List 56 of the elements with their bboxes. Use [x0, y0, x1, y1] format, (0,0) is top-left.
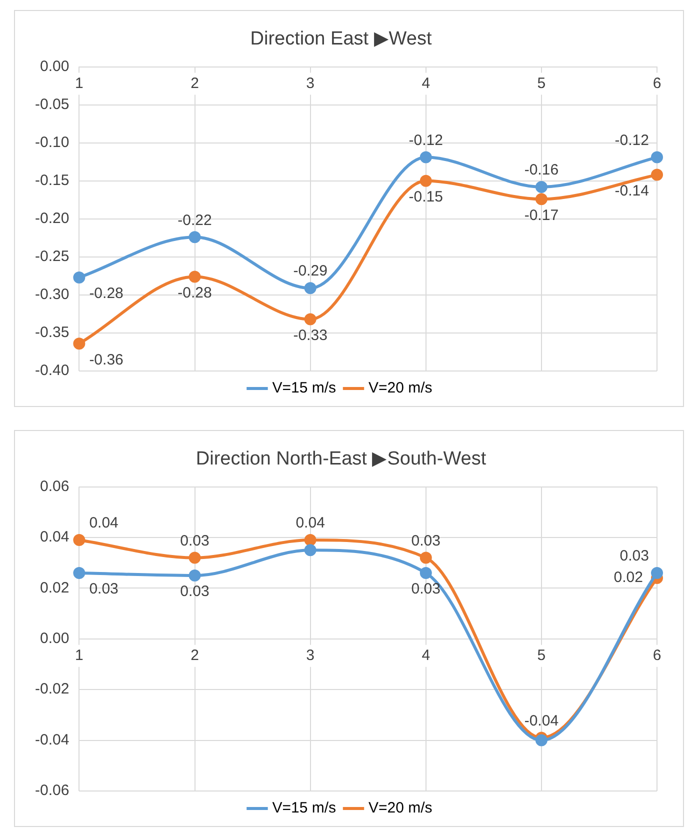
y-tick-label: -0.04: [34, 731, 70, 748]
data-label: -0.15: [408, 188, 443, 206]
y-tick-label: -0.20: [34, 210, 70, 228]
data-label: -0.33: [293, 326, 328, 344]
data-label: -0.12: [614, 132, 649, 149]
y-tick-label: -0.40: [34, 362, 70, 380]
y-tick-label: -0.05: [34, 96, 70, 113]
data-label: 0.04: [296, 514, 325, 532]
data-label: -0.16: [524, 162, 559, 179]
y-tick-label: -0.30: [34, 286, 70, 304]
legend-label: V=15 m/s: [272, 380, 336, 397]
data-label: -0.28: [89, 285, 124, 302]
x-tick-label: 1: [75, 74, 84, 92]
data-label: 0.04: [89, 514, 118, 532]
x-tick-label: 5: [537, 647, 546, 664]
legend-label: V=20 m/s: [368, 380, 432, 397]
data-label: 0.03: [620, 548, 649, 565]
data-label: -0.22: [178, 212, 212, 229]
y-tick-label: -0.25: [34, 248, 70, 266]
x-tick-label: 2: [190, 647, 199, 664]
x-tick-label: 4: [422, 74, 430, 92]
chart-title: Direction North-East ▶South-West: [196, 448, 487, 470]
data-label: 0.02: [614, 569, 643, 586]
y-tick-label: -0.02: [34, 680, 70, 698]
data-label: -0.12: [408, 132, 443, 149]
x-tick-label: 6: [652, 647, 662, 664]
y-tick-label: -0.15: [34, 172, 70, 190]
y-tick-label: -0.10: [34, 134, 70, 151]
y-tick-label: 0.00: [40, 58, 70, 75]
data-label: -0.17: [524, 206, 559, 224]
legend-label: V=20 m/s: [368, 800, 432, 817]
y-tick-label: 0.06: [40, 478, 70, 495]
x-tick-label: 6: [652, 74, 662, 92]
data-label: 0.03: [89, 580, 118, 598]
y-tick-label: 0.02: [40, 579, 70, 596]
data-label: 0.03: [180, 532, 210, 550]
x-tick-label: 2: [190, 74, 199, 92]
data-label: 0.03: [180, 583, 210, 600]
x-tick-label: 3: [306, 74, 314, 92]
legend-label: V=15 m/s: [272, 800, 336, 817]
x-tick-label: 5: [537, 74, 546, 92]
data-label: -0.36: [89, 351, 124, 368]
y-tick-label: -0.06: [34, 782, 70, 800]
y-tick-label: -0.35: [34, 324, 70, 342]
data-label: -0.28: [178, 284, 212, 302]
y-tick-label: 0.04: [40, 528, 70, 546]
x-tick-label: 3: [306, 647, 314, 664]
data-label: 0.03: [411, 580, 440, 598]
data-label: 0.03: [411, 532, 440, 550]
data-label: -0.14: [614, 182, 649, 200]
x-tick-label: 1: [75, 647, 84, 664]
data-label: -0.29: [293, 262, 328, 280]
y-tick-label: 0.00: [40, 630, 70, 648]
chart-title: Direction East ▶West: [250, 28, 432, 50]
x-tick-label: 4: [422, 647, 430, 664]
data-label: -0.04: [524, 712, 559, 730]
